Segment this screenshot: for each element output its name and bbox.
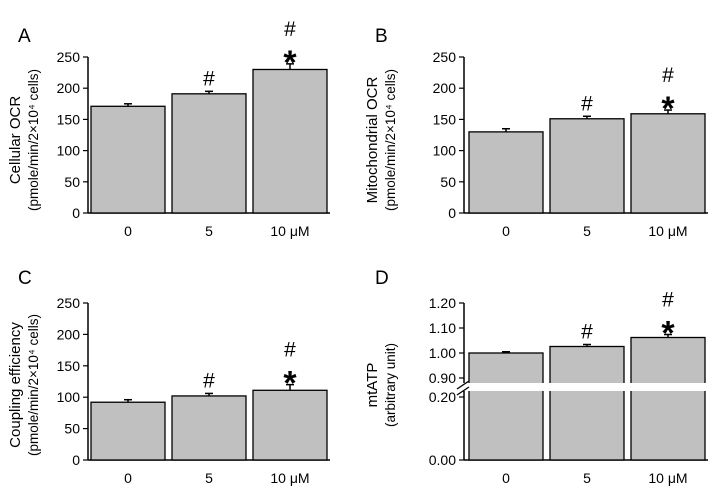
x-tick-label: 5: [583, 223, 591, 239]
bar: [90, 401, 166, 461]
significance-star: *: [661, 90, 675, 128]
y-tick-label: 150: [57, 111, 81, 127]
axis-break-mark: [456, 380, 470, 390]
y-tick-label: 0: [72, 452, 80, 468]
significance-star: *: [661, 315, 675, 353]
bar: [468, 131, 544, 214]
y-tick-label: 1.20: [429, 295, 456, 311]
bar: [468, 352, 544, 461]
x-tick-label: 10 μM: [648, 470, 687, 486]
bar: [171, 395, 247, 461]
x-tick-label: 0: [502, 223, 510, 239]
y-tick-label: 200: [57, 80, 81, 96]
bar: [630, 113, 706, 214]
y-tick-label: 250: [57, 49, 81, 65]
y-axis-label: Mitochondrial OCR (pmole/min/2×10⁴ cells): [364, 69, 398, 211]
x-tick-label: 5: [205, 223, 213, 239]
y-tick-label: 0: [448, 205, 456, 221]
y-tick-label: 1.00: [429, 345, 456, 361]
significance-hash: #: [284, 18, 296, 41]
panel-letter: C: [18, 268, 32, 289]
bar: [171, 93, 247, 214]
panel-letter: A: [18, 26, 31, 47]
y-tick-label: 50: [64, 421, 80, 437]
y-tick-label: 100: [57, 143, 81, 159]
bar: [549, 345, 625, 461]
significance-hash: #: [581, 92, 593, 115]
significance-star: *: [283, 365, 297, 403]
y-tick-label: 200: [433, 80, 457, 96]
y-tick-label: 0.90: [429, 370, 456, 386]
x-tick-label: 0: [124, 470, 132, 486]
axis-break-mark: [456, 386, 470, 396]
bar: [549, 118, 625, 214]
y-tick-label: 50: [64, 174, 80, 190]
y-tick-label: 200: [57, 326, 81, 342]
x-tick-label: 5: [583, 470, 591, 486]
y-tick-label: 250: [57, 295, 81, 311]
x-tick-label: 10 μM: [648, 223, 687, 239]
bar: [252, 68, 328, 214]
y-tick-label: 250: [433, 49, 457, 65]
significance-hash: #: [581, 321, 593, 344]
y-axis-label: Coupling efficiency (pmole/min/2×10⁴ cell…: [7, 314, 41, 456]
panel-letter: D: [375, 268, 389, 289]
axis-break-gap: [458, 383, 706, 391]
bar: [252, 389, 328, 461]
x-tick-label: 0: [502, 470, 510, 486]
x-tick-label: 10 μM: [270, 223, 309, 239]
x-tick-label: 10 μM: [270, 470, 309, 486]
y-tick-label: 0.00: [429, 452, 456, 468]
y-tick-label: 1.10: [429, 320, 456, 336]
y-tick-label: 0.20: [429, 389, 456, 405]
y-tick-label: 0: [72, 205, 80, 221]
significance-hash: #: [662, 289, 674, 312]
significance-star: *: [283, 44, 297, 82]
significance-hash: #: [203, 67, 215, 90]
y-tick-label: 100: [433, 143, 457, 159]
y-tick-label: 50: [440, 174, 456, 190]
y-tick-label: 150: [433, 111, 457, 127]
y-axis-label: Cellular OCR (pmole/min/2×10⁴ cells): [7, 69, 41, 211]
panel-letter: B: [375, 26, 388, 47]
y-tick-label: 150: [57, 358, 81, 374]
x-tick-label: 0: [124, 223, 132, 239]
panel-c: C Coupling efficiency (pmole/min/2×10⁴ cel…: [7, 268, 330, 486]
y-tick-label: 100: [57, 389, 81, 405]
y-axis-label: mtATP (arbitrary unit): [364, 343, 398, 427]
significance-hash: #: [662, 64, 674, 87]
panel-b: B Mitochondrial OCR (pmole/min/2×10⁴ cells…: [364, 26, 708, 239]
significance-hash: #: [284, 339, 296, 362]
x-tick-label: 5: [205, 470, 213, 486]
bar: [630, 336, 706, 461]
bar: [90, 105, 166, 214]
significance-hash: #: [203, 369, 215, 392]
